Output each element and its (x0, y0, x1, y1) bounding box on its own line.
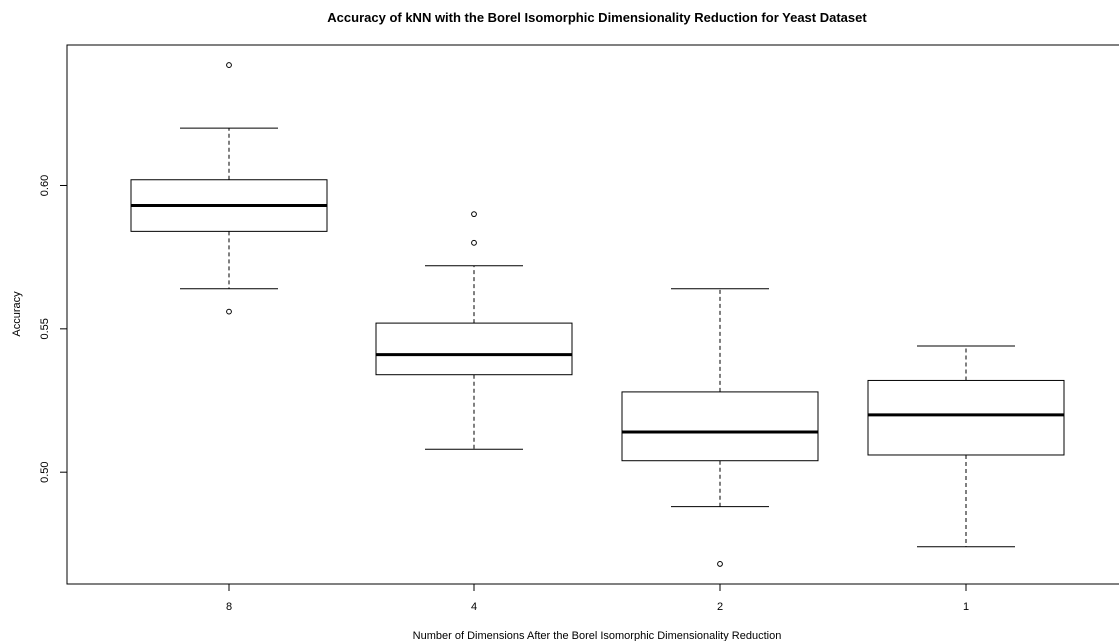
x-axis: 8 4 2 1 (226, 584, 969, 613)
box-1 (867, 345, 1065, 548)
outlier-point (471, 211, 477, 218)
box-iqr (867, 379, 1065, 456)
box-iqr (621, 391, 819, 462)
chart-title: Accuracy of kNN with the Borel Isomorphi… (327, 10, 867, 25)
y-tick-label: 0.50 (39, 461, 51, 482)
box-4 (375, 211, 573, 450)
outlier-point (471, 239, 477, 246)
x-axis-label: Number of Dimensions After the Borel Iso… (413, 630, 782, 641)
box-iqr (375, 322, 573, 376)
x-tick-label: 2 (717, 601, 723, 613)
y-axis-label: Accuracy (11, 291, 23, 337)
y-axis: 0.50 0.55 0.60 (39, 175, 67, 483)
y-tick-label: 0.60 (39, 175, 51, 196)
box-2 (621, 288, 819, 567)
y-tick-label: 0.55 (39, 318, 51, 339)
x-tick-label: 8 (226, 601, 232, 613)
outlier-point (226, 62, 232, 68)
outlier-point (717, 561, 723, 567)
box-8 (130, 62, 328, 315)
plot-frame (66, 44, 1119, 585)
x-tick-label: 4 (471, 601, 477, 613)
outlier-point (226, 308, 232, 315)
boxes-group (130, 62, 1065, 567)
x-tick-label: 1 (963, 601, 969, 613)
